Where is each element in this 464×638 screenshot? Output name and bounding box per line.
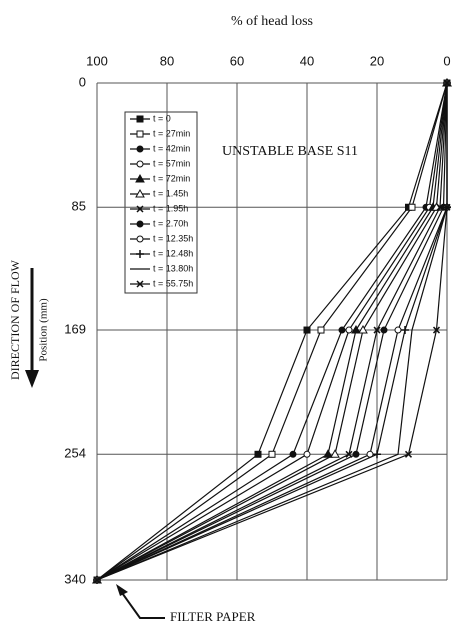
point-marker <box>373 450 381 459</box>
chart-title: % of head loss <box>231 14 313 29</box>
y-tick-label: 254 <box>64 446 86 461</box>
x-tick-label: 40 <box>300 53 314 68</box>
legend-label: t = 72min <box>153 173 190 183</box>
legend-marker <box>136 115 144 123</box>
x-tick-label: 0 <box>443 53 450 68</box>
point-marker <box>289 450 297 458</box>
legend <box>124 111 198 294</box>
point-marker <box>303 326 311 334</box>
annotation: FILTER PAPER <box>170 609 256 624</box>
legend-label: t = 1.45h <box>153 188 188 198</box>
legend-marker <box>139 268 141 270</box>
point-marker <box>404 450 413 458</box>
legend-marker <box>136 280 144 288</box>
legend-label: t = 55.75h <box>153 278 193 288</box>
point-marker <box>330 449 340 458</box>
point-marker <box>268 450 276 458</box>
x-tick-label: 80 <box>160 53 174 68</box>
legend-marker <box>135 188 145 198</box>
x-tick-label: 20 <box>370 53 384 68</box>
legend-marker <box>136 160 144 168</box>
y-tick-label: 85 <box>72 199 86 214</box>
point-marker <box>352 450 360 458</box>
point-marker <box>401 326 409 335</box>
y-tick-label: 0 <box>79 74 86 89</box>
point-marker <box>373 326 381 334</box>
point-marker <box>408 203 416 211</box>
point-marker <box>303 450 311 458</box>
pointer-head <box>116 584 128 596</box>
point-marker <box>380 326 388 334</box>
legend-label: t = 13.80h <box>153 263 193 273</box>
point-marker <box>254 450 262 458</box>
legend-label: t = 0 <box>153 113 171 123</box>
x-tick-label: 60 <box>230 53 244 68</box>
point-marker <box>443 79 451 87</box>
legend-label: t = 57min <box>153 158 190 168</box>
point-marker <box>345 326 353 334</box>
legend-label: t = 12.35h <box>153 233 193 243</box>
annotation: UNSTABLE BASE S11 <box>222 144 358 159</box>
legend-label: t = 12.48h <box>153 248 193 258</box>
y-axis-label: Position (mm) <box>38 298 50 362</box>
point-marker <box>394 326 402 334</box>
legend-label: t = 2.70h <box>153 218 188 228</box>
pointer-line <box>119 589 165 619</box>
point-marker <box>443 203 451 211</box>
legend-marker <box>136 145 144 153</box>
legend-marker <box>136 235 144 243</box>
legend-label: t = 1.95h <box>153 203 188 213</box>
point-marker <box>317 326 325 334</box>
legend-marker <box>136 130 144 138</box>
legend-label: t = 27min <box>153 128 190 138</box>
point-marker <box>432 326 441 334</box>
flow-arrow-head <box>25 370 39 388</box>
y-tick-label: 340 <box>64 571 86 586</box>
point-marker <box>358 325 368 334</box>
point-marker <box>93 576 101 584</box>
point-marker <box>411 329 413 331</box>
point-marker <box>323 449 333 458</box>
legend-marker <box>136 220 144 228</box>
point-marker <box>351 325 361 334</box>
x-tick-label: 100 <box>86 53 108 68</box>
legend-marker <box>135 173 145 183</box>
y-tick-label: 169 <box>64 321 86 336</box>
annotation: DIRECTION OF FLOW <box>8 259 22 380</box>
point-marker <box>397 453 399 455</box>
legend-marker <box>136 205 144 213</box>
legend-marker <box>136 250 144 258</box>
point-marker <box>338 326 346 334</box>
legend-label: t = 42min <box>153 143 190 153</box>
